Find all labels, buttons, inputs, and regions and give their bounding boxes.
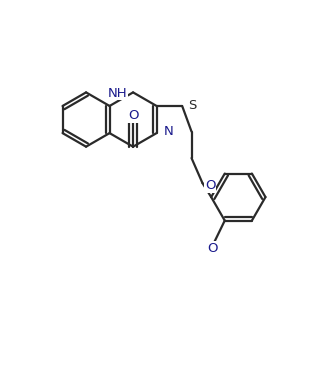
Text: O: O <box>207 242 217 255</box>
Text: O: O <box>205 179 215 192</box>
Text: S: S <box>188 99 197 112</box>
Text: NH: NH <box>108 87 127 99</box>
Text: N: N <box>163 125 173 138</box>
Text: O: O <box>128 109 138 122</box>
